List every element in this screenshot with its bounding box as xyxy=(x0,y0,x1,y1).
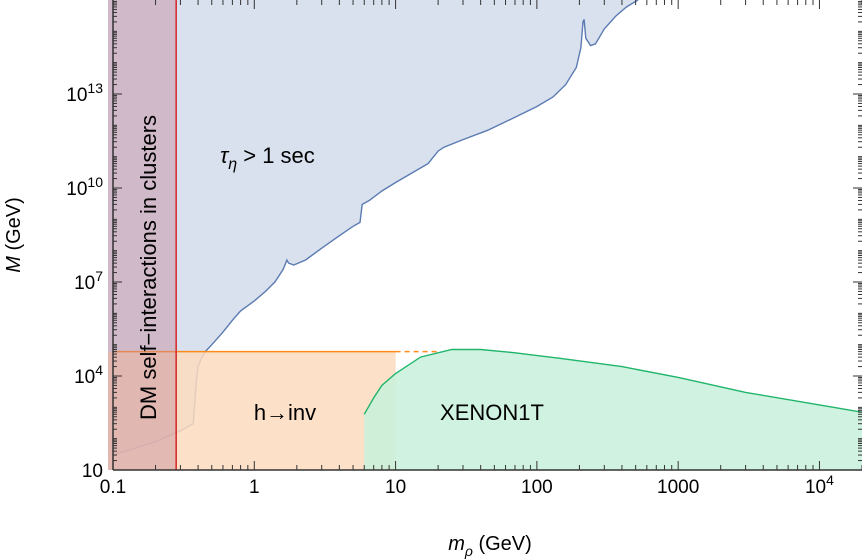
x-axis-title: mρ (GeV) xyxy=(448,533,532,559)
x-tick-label: 104 xyxy=(805,472,834,498)
y-tick-label: 1010 xyxy=(66,174,103,200)
axis-ticks xyxy=(112,0,862,471)
y-tick-label: 104 xyxy=(74,362,103,388)
tau-region-label: τη > 1 sec xyxy=(220,143,315,173)
x-tick-label: 1 xyxy=(249,477,260,498)
tau-region-boundary xyxy=(112,0,639,456)
xenon-region-label: XENON1T xyxy=(440,400,544,425)
xenon-boundary xyxy=(363,348,862,415)
h-inv-region-label: h→inv xyxy=(254,400,316,425)
x-tick-label: 100 xyxy=(521,477,553,498)
x-tick-label: 1000 xyxy=(657,477,699,498)
y-tick-label: 1013 xyxy=(66,80,103,106)
plot-regions xyxy=(108,0,862,470)
dm-self-region-fill xyxy=(108,0,177,470)
xenon-region-fill xyxy=(364,349,862,470)
y-axis-title: M (GeV) xyxy=(3,197,25,273)
region-labels: τη > 1 sec h→inv XENON1T DM self−interactio… xyxy=(136,115,544,425)
h-inv-region-fill xyxy=(108,351,396,470)
x-tick-label: 0.1 xyxy=(100,477,126,498)
x-tick-label: 10 xyxy=(385,477,406,498)
plot-frame xyxy=(112,0,862,471)
y-tick-label: 107 xyxy=(74,268,103,294)
dm-self-region-label: DM self−interactions in clusters xyxy=(136,115,161,420)
tau-region-fill xyxy=(108,0,638,456)
y-tick-label: 10 xyxy=(82,461,103,482)
axis-labels: 0.1 1 10 100 1000 104 10 104 107 1010 1013 mρ (GeV)… xyxy=(3,80,834,559)
